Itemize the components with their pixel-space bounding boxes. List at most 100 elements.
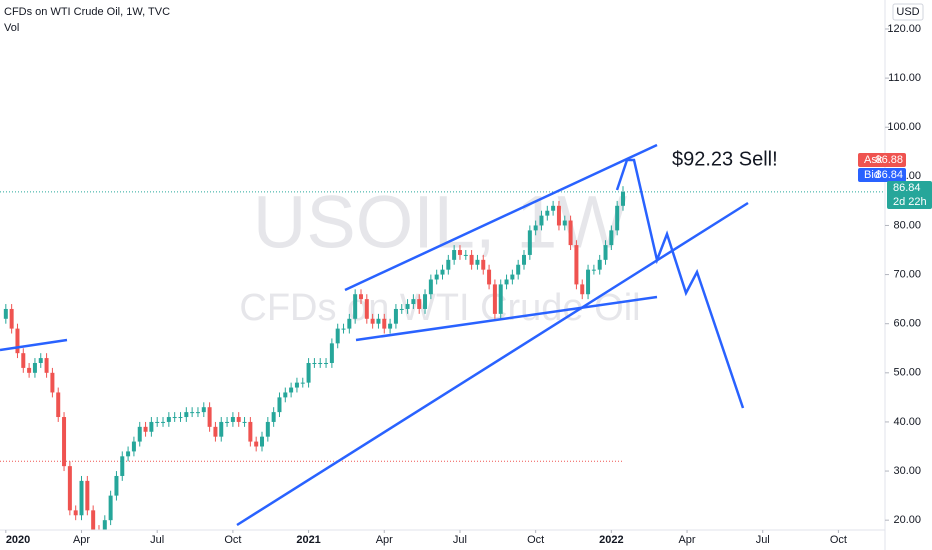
- candle-body: [498, 284, 503, 314]
- candle-body: [417, 299, 422, 309]
- candle-body: [219, 421, 224, 437]
- candle-body: [248, 421, 253, 442]
- candle-body: [172, 417, 177, 419]
- candle-body: [586, 269, 591, 295]
- trend-line: [236, 201, 749, 527]
- candle-body: [329, 343, 334, 363]
- candle-body: [539, 215, 544, 226]
- candle-body: [533, 225, 538, 231]
- y-tick-label: 30.00: [893, 465, 921, 477]
- candle-body: [603, 245, 608, 260]
- candle-body: [388, 323, 393, 329]
- x-tick-label: Apr: [376, 534, 393, 546]
- candle-body: [376, 318, 381, 324]
- candle-body: [242, 421, 247, 423]
- candle-body: [126, 451, 131, 457]
- candle-body: [399, 308, 404, 310]
- candle-body: [492, 284, 497, 314]
- candle-body: [516, 264, 521, 275]
- candle-body: [428, 279, 433, 295]
- candle-body: [446, 259, 451, 270]
- candle-body: [50, 372, 55, 393]
- plot: [0, 186, 885, 530]
- candle-body: [306, 362, 311, 383]
- x-tick-label: Oct: [830, 534, 847, 546]
- candle-body: [504, 279, 509, 285]
- trend-line: [0, 338, 68, 352]
- trend-line: [344, 143, 658, 292]
- candle-body: [3, 308, 8, 319]
- candle-body: [551, 205, 556, 211]
- y-tick-label: 80.00: [893, 219, 921, 231]
- candle-body: [131, 441, 136, 452]
- candle-body: [207, 407, 212, 427]
- candle-body: [9, 308, 14, 329]
- candle-body: [166, 417, 171, 422]
- candle-body: [527, 230, 532, 255]
- subtitle: Vol: [4, 22, 19, 34]
- candle-body: [324, 362, 329, 364]
- currency: USD: [896, 6, 919, 18]
- candle-body: [102, 520, 107, 530]
- bid-value: 86.84: [875, 169, 903, 181]
- y-tick-label: 40.00: [893, 416, 921, 428]
- candle-body: [620, 191, 625, 206]
- x-tick-label: Oct: [224, 534, 241, 546]
- x-tick-label: Jul: [756, 534, 770, 546]
- candle-body: [510, 274, 515, 280]
- candle-body: [73, 510, 78, 516]
- candle-body: [178, 417, 183, 419]
- candle-body: [21, 353, 26, 368]
- candle-body: [457, 250, 462, 255]
- candle-body: [56, 392, 61, 418]
- candle-body: [254, 441, 259, 447]
- currency-box: [892, 3, 924, 21]
- candle-body: [615, 205, 620, 231]
- last-price-tag: [887, 181, 932, 209]
- y-tick-label: 110.00: [888, 72, 921, 84]
- candle-body: [341, 328, 346, 330]
- candle-body: [260, 436, 265, 447]
- candle-body: [300, 382, 305, 384]
- x-tick-label: Apr: [678, 534, 695, 546]
- candle-body: [609, 230, 614, 246]
- candle-body: [556, 205, 561, 226]
- candle-body: [265, 421, 270, 437]
- candle-body: [277, 397, 282, 413]
- candle-body: [67, 466, 72, 511]
- candle-body: [434, 274, 439, 280]
- candle-body: [318, 362, 323, 364]
- candle-body: [79, 480, 84, 516]
- candle-body: [184, 412, 189, 418]
- candle-body: [294, 382, 299, 388]
- candle-body: [161, 421, 166, 423]
- candle-body: [44, 358, 49, 373]
- candle-body: [155, 421, 160, 423]
- candle-body: [236, 417, 241, 422]
- candle-body: [382, 318, 387, 329]
- candle-body: [137, 426, 142, 442]
- bid-label: Bid: [864, 169, 880, 181]
- candle-body: [271, 412, 276, 422]
- candle-body: [545, 210, 550, 216]
- candle-body: [108, 495, 113, 521]
- ask-tag: [858, 153, 906, 167]
- candle-body: [335, 328, 340, 344]
- trend-line: [355, 295, 658, 342]
- x-tick-label: Oct: [527, 534, 544, 546]
- candle-body: [195, 412, 200, 414]
- candle-body: [591, 269, 596, 271]
- candle-body: [91, 510, 96, 530]
- candle-body: [574, 245, 579, 285]
- candle-body: [15, 328, 20, 354]
- candle-body: [190, 412, 195, 414]
- y-tick-label: 20.00: [893, 514, 921, 526]
- countdown: 2d 22h: [893, 196, 927, 208]
- candle-body: [27, 367, 32, 373]
- x-tick-label: 2022: [599, 534, 623, 546]
- drawings: [0, 143, 749, 527]
- candle-body: [370, 318, 375, 324]
- forecast-path: [615, 158, 745, 409]
- candle-body: [522, 254, 527, 265]
